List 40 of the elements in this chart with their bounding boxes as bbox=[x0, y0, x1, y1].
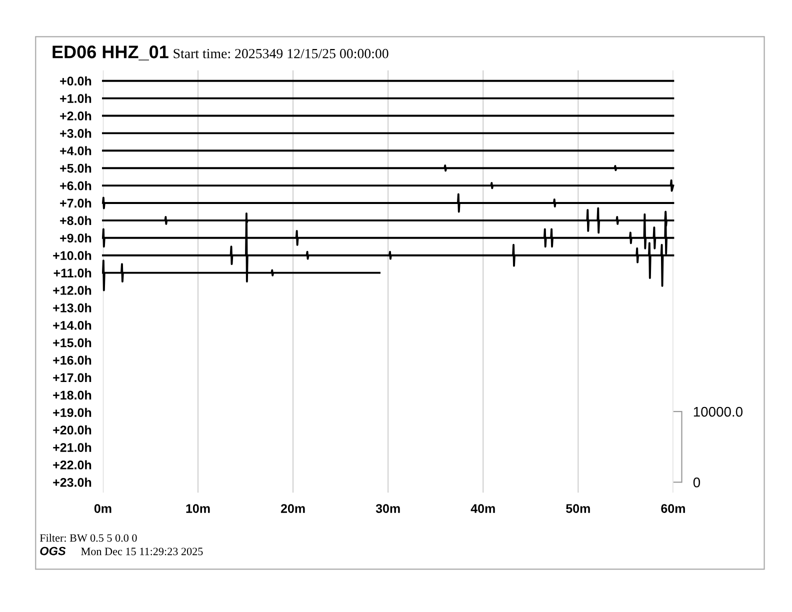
y2-tick-label: 10000.0 bbox=[694, 406, 743, 417]
y-tick-label: +16.0h bbox=[53, 356, 92, 365]
y-tick-label: +1.0h bbox=[60, 94, 92, 103]
y-tick-label: +4.0h bbox=[60, 146, 92, 156]
y-tick-label: +23.0h bbox=[53, 478, 92, 487]
y-tick-label: +6.0h bbox=[60, 181, 92, 190]
y-tick-label: +13.0h bbox=[53, 303, 92, 312]
text: Filter: BW 0.5 5 0.0 0 bbox=[40, 534, 137, 542]
y-tick-label: +0.0h bbox=[60, 76, 92, 86]
y-tick-label: +17.0h bbox=[53, 372, 92, 382]
text: OGS bbox=[40, 546, 66, 556]
x-tick-label: 20m bbox=[280, 504, 305, 513]
y-tick-label: +10.0h bbox=[53, 250, 92, 260]
x-tick-label: 50m bbox=[566, 504, 590, 513]
y-tick-label: +7.0h bbox=[60, 198, 92, 208]
y-tick-label: +18.0h bbox=[53, 390, 92, 400]
y-tick-label: +3.0h bbox=[60, 128, 92, 138]
chart-subtitle: Start time: 2025349 12/15/25 00:00:00 bbox=[174, 48, 388, 58]
y-tick-label: +2.0h bbox=[60, 111, 92, 120]
line-series bbox=[102, 179, 674, 192]
x-tick-label: 30m bbox=[376, 504, 400, 513]
y-tick-label: +9.0h bbox=[60, 233, 92, 243]
x-tick-label: 60m bbox=[661, 504, 685, 513]
y-tick-label: +19.0h bbox=[53, 408, 92, 418]
y-tick-label: +5.0h bbox=[60, 164, 92, 173]
x-tick-label: 40m bbox=[470, 504, 495, 513]
y-tick-label: +12.0h bbox=[53, 286, 92, 295]
y-tick-label: +22.0h bbox=[53, 460, 92, 470]
y-tick-label: +8.0h bbox=[60, 216, 92, 226]
chart-title: ED06 HHZ_01 bbox=[52, 46, 168, 60]
y-tick-label: +21.0h bbox=[53, 442, 92, 452]
y-tick-label: +15.0h bbox=[53, 338, 92, 348]
x-tick-label: 10m bbox=[186, 504, 210, 513]
y-tick-label: +20.0h bbox=[53, 425, 92, 434]
line-series bbox=[102, 193, 674, 213]
text: Mon Dec 15 11:29:23 2025 bbox=[81, 548, 203, 556]
y2-tick-label: 0 bbox=[693, 478, 700, 488]
y-tick-label: +14.0h bbox=[53, 320, 92, 330]
x-tick-label: 0m bbox=[94, 504, 112, 513]
y-tick-label: +11.0h bbox=[54, 268, 92, 278]
